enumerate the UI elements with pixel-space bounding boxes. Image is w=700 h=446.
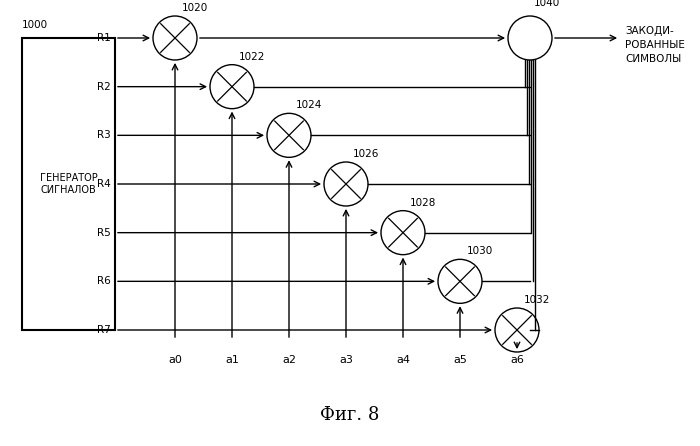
Text: R6: R6 [97,277,111,286]
Text: 1032: 1032 [524,295,550,305]
Text: ЗАКОДИ-: ЗАКОДИ- [625,26,673,36]
Text: a0: a0 [168,355,182,365]
Text: 1020: 1020 [181,3,208,13]
Text: R3: R3 [97,130,111,140]
Text: СИМВОЛЫ: СИМВОЛЫ [625,54,681,64]
Text: 1024: 1024 [295,100,322,110]
Text: R7: R7 [97,325,111,335]
Text: R4: R4 [97,179,111,189]
Text: 1028: 1028 [410,198,436,208]
Text: Фиг. 8: Фиг. 8 [321,406,379,424]
Text: a5: a5 [453,355,467,365]
Text: a3: a3 [339,355,353,365]
Text: 1040: 1040 [534,0,560,8]
Text: R2: R2 [97,82,111,92]
Text: ГЕНЕРАТОР
СИГНАЛОВ: ГЕНЕРАТОР СИГНАЛОВ [40,173,97,195]
Bar [22,38,115,330]
Text: a6: a6 [510,355,524,365]
Text: 1030: 1030 [467,246,493,256]
Text: РОВАННЫЕ: РОВАННЫЕ [625,40,685,50]
Text: R1: R1 [97,33,111,43]
Text: 1022: 1022 [239,52,265,62]
Text: 1000: 1000 [22,20,48,30]
Text: a2: a2 [282,355,296,365]
Text: a4: a4 [396,355,410,365]
Text: R5: R5 [97,227,111,238]
Text: 1026: 1026 [353,149,379,159]
Text: a1: a1 [225,355,239,365]
